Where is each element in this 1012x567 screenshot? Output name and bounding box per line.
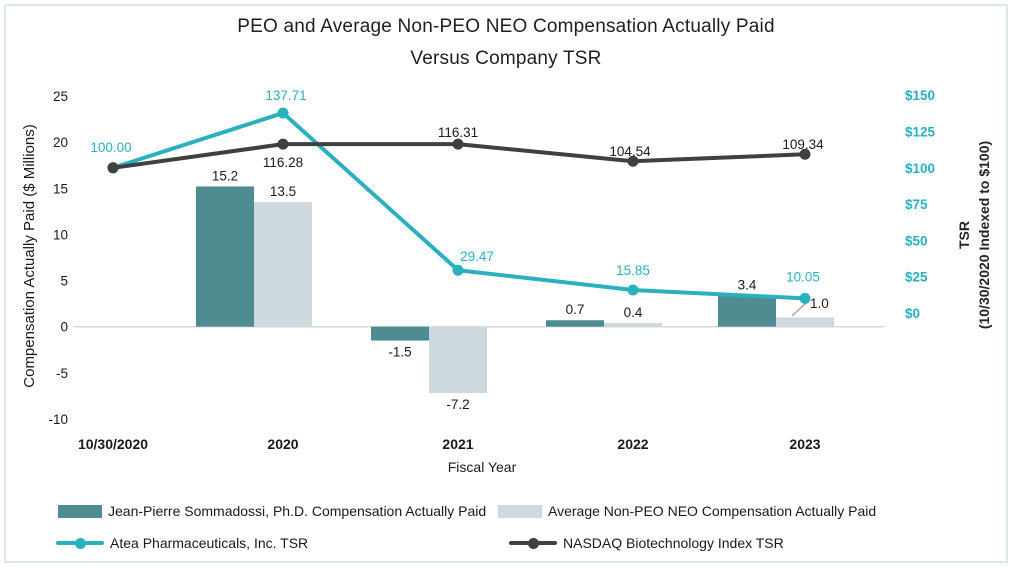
bar: [546, 320, 604, 327]
line-label: 109.34: [782, 137, 824, 152]
line-label: 29.47: [460, 249, 494, 264]
bar: [604, 323, 662, 327]
left-axis-tick-label: 10: [53, 227, 68, 242]
line-label: 137.71: [265, 88, 306, 103]
legend-label-nasdaq-tsr: NASDAQ Biotechnology Index TSR: [563, 535, 784, 551]
right-axis-tick-label: $150: [905, 88, 935, 103]
line-label: 104.54: [609, 144, 651, 159]
left-axis-tick-label: -10: [48, 412, 68, 427]
callout-line: [791, 302, 807, 317]
x-axis-tick-label: 2020: [267, 436, 298, 452]
left-axis-tick-label: 20: [53, 135, 68, 150]
right-axis-tick-label: $125: [905, 125, 936, 140]
right-axis-tick-label: $25: [905, 270, 928, 285]
legend-line-marker-nasdaq: [509, 537, 557, 550]
bar-label: 0.4: [624, 305, 643, 320]
line-label: 116.28: [263, 155, 303, 170]
line-label: 10.05: [786, 269, 820, 284]
x-axis-tick-label: 2023: [789, 436, 820, 452]
left-axis-tick-label: 5: [60, 274, 68, 289]
legend-dot-atea: [74, 537, 86, 549]
left-axis-tick-label: 25: [53, 89, 68, 104]
left-axis-tick-label: 15: [53, 181, 68, 196]
left-axis-tick-label: 0: [60, 320, 68, 335]
legend-line-marker-atea: [56, 537, 104, 550]
line-label: 116.31: [438, 125, 478, 140]
tsr-marker: [107, 162, 119, 174]
bar-label: 0.7: [566, 302, 585, 317]
bar-label: -7.2: [446, 397, 469, 412]
legend-item-avg-bar: Average Non-PEO NEO Compensation Actuall…: [498, 503, 876, 519]
x-axis-tick-label: 10/30/2020: [78, 436, 148, 452]
right-axis-tick-label: $100: [905, 161, 935, 176]
bar: [371, 326, 429, 341]
legend-swatch-avg-bar: [498, 504, 542, 518]
bar: [429, 326, 487, 394]
tsr-marker: [277, 107, 289, 119]
chart-title-line-2: Versus Company TSR: [410, 48, 602, 69]
bar-label: -1.5: [388, 345, 411, 360]
tsr-marker: [627, 155, 639, 167]
legend-label-peo-bar: Jean-Pierre Sommadossi, Ph.D. Compensati…: [108, 503, 487, 519]
legend-label-atea-tsr: Atea Pharmaceuticals, Inc. TSR: [110, 535, 309, 551]
bar-label: 13.5: [270, 184, 296, 199]
legend-item-peo-bar: Jean-Pierre Sommadossi, Ph.D. Compensati…: [58, 503, 486, 519]
bar: [254, 202, 312, 327]
legend-item-nasdaq-tsr: NASDAQ Biotechnology Index TSR: [509, 535, 784, 551]
line-label: 15.85: [616, 263, 650, 278]
bar: [196, 186, 254, 327]
tsr-marker: [277, 138, 289, 150]
left-axis-tick-label: -5: [56, 366, 68, 381]
bar-label: 3.4: [738, 277, 757, 292]
bar-label: 15.2: [212, 168, 238, 183]
x-axis-title: Fiscal Year: [447, 459, 517, 475]
tsr-marker: [799, 292, 811, 304]
x-axis-tick-label: 2021: [442, 436, 473, 452]
bar-label: 1.0: [810, 296, 829, 311]
bar: [776, 317, 834, 327]
right-axis-tick-label: $0: [905, 306, 920, 321]
tsr-marker: [799, 148, 811, 160]
legend-item-atea-tsr: Atea Pharmaceuticals, Inc. TSR: [56, 535, 308, 551]
chart-title-line-1: PEO and Average Non-PEO NEO Compensation…: [237, 16, 775, 37]
bar: [718, 295, 776, 327]
legend-dot-nasdaq: [527, 537, 539, 549]
tsr-marker: [627, 284, 639, 296]
tsr-marker: [452, 138, 464, 150]
line-label: 100.00: [90, 140, 131, 155]
right-axis-tick-label: $50: [905, 233, 928, 248]
right-axis-tick-label: $75: [905, 197, 928, 212]
legend-label-avg-bar: Average Non-PEO NEO Compensation Actuall…: [548, 503, 877, 519]
legend-swatch-peo-bar: [58, 504, 102, 518]
tsr-marker: [452, 264, 464, 276]
x-axis-tick-label: 2022: [617, 436, 648, 452]
